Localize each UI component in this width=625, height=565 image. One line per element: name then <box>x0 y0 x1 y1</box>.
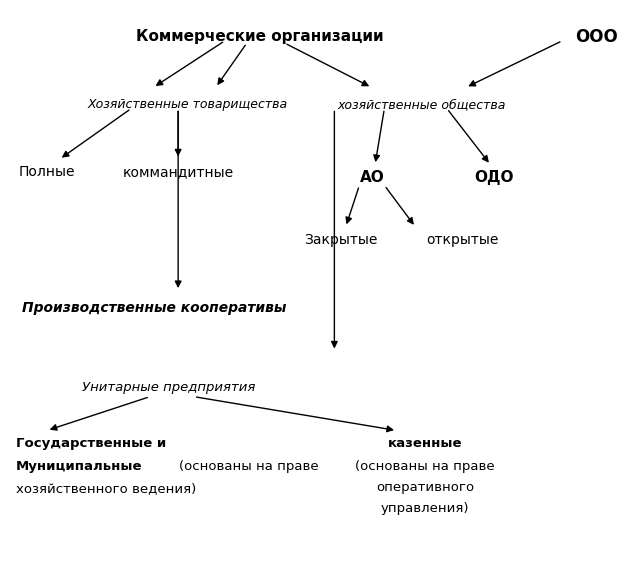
Text: Полные: Полные <box>19 166 75 179</box>
Text: коммандитные: коммандитные <box>122 166 234 179</box>
Text: ООО: ООО <box>576 28 618 46</box>
Text: АО: АО <box>359 171 384 185</box>
Text: оперативного: оперативного <box>376 480 474 494</box>
Text: (основаны на праве: (основаны на праве <box>179 459 319 473</box>
Text: казенные: казенные <box>388 437 462 450</box>
Text: Государственные и: Государственные и <box>16 437 166 450</box>
Text: хозяйственные общества: хозяйственные общества <box>338 98 506 111</box>
Text: открытые: открытые <box>426 233 499 247</box>
Text: управления): управления) <box>381 502 469 515</box>
Text: Муниципальные: Муниципальные <box>16 459 142 473</box>
Text: (основаны на праве: (основаны на праве <box>355 459 495 473</box>
Text: Хозяйственные товарищества: Хозяйственные товарищества <box>88 98 288 111</box>
Text: Закрытые: Закрытые <box>304 233 378 247</box>
Text: Производственные кооперативы: Производственные кооперативы <box>22 301 286 315</box>
Text: Унитарные предприятия: Унитарные предприятия <box>82 380 256 394</box>
Text: Коммерческие организации: Коммерческие организации <box>136 29 383 44</box>
Text: хозяйственного ведения): хозяйственного ведения) <box>16 482 196 496</box>
Text: ОДО: ОДО <box>474 171 514 185</box>
